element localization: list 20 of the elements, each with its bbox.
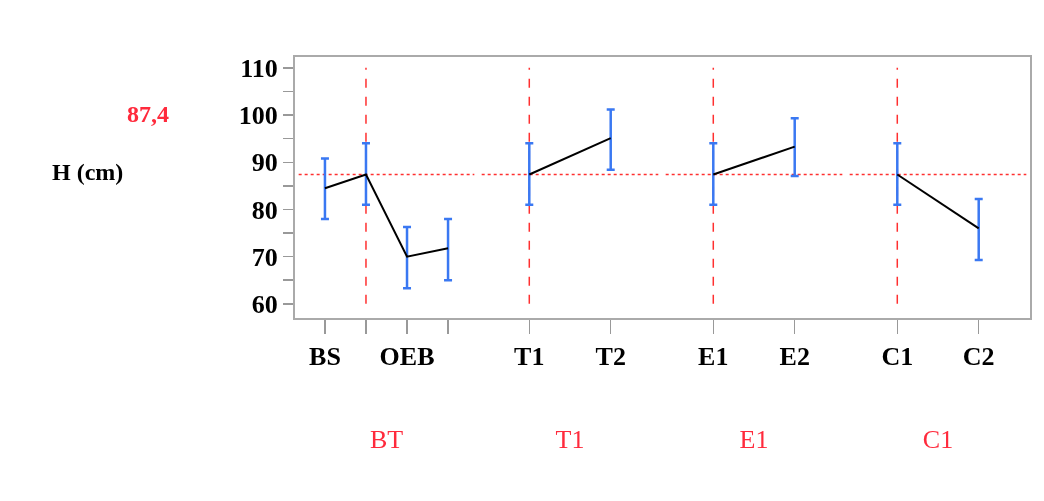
y-tick-label: 70 bbox=[251, 242, 278, 272]
x-axis-title: C1 bbox=[922, 425, 954, 455]
x-axis-title: BT bbox=[369, 425, 404, 455]
x-tick-label: BS bbox=[309, 342, 341, 372]
y-axis-title: H (cm) bbox=[52, 159, 124, 185]
x-tick-label: C1 bbox=[881, 342, 914, 372]
y-tick-label: 90 bbox=[251, 148, 278, 178]
x-tick-label: E2 bbox=[779, 342, 810, 372]
x-tick-label: OEB bbox=[379, 342, 435, 372]
y-tick-label: 100 bbox=[238, 101, 278, 131]
y-tick-label: 110 bbox=[240, 53, 278, 83]
x-tick-label: E1 bbox=[698, 342, 729, 372]
x-tick-label: T2 bbox=[595, 342, 626, 372]
y-tick-label: 80 bbox=[251, 195, 278, 225]
x-axis-title: T1 bbox=[555, 425, 585, 455]
x-tick-label: C2 bbox=[962, 342, 995, 372]
x-tick-label: T1 bbox=[514, 342, 545, 372]
y-tick-label: 60 bbox=[251, 289, 278, 319]
x-axis-title: E1 bbox=[739, 425, 769, 455]
text: 87,4 bbox=[127, 101, 169, 127]
